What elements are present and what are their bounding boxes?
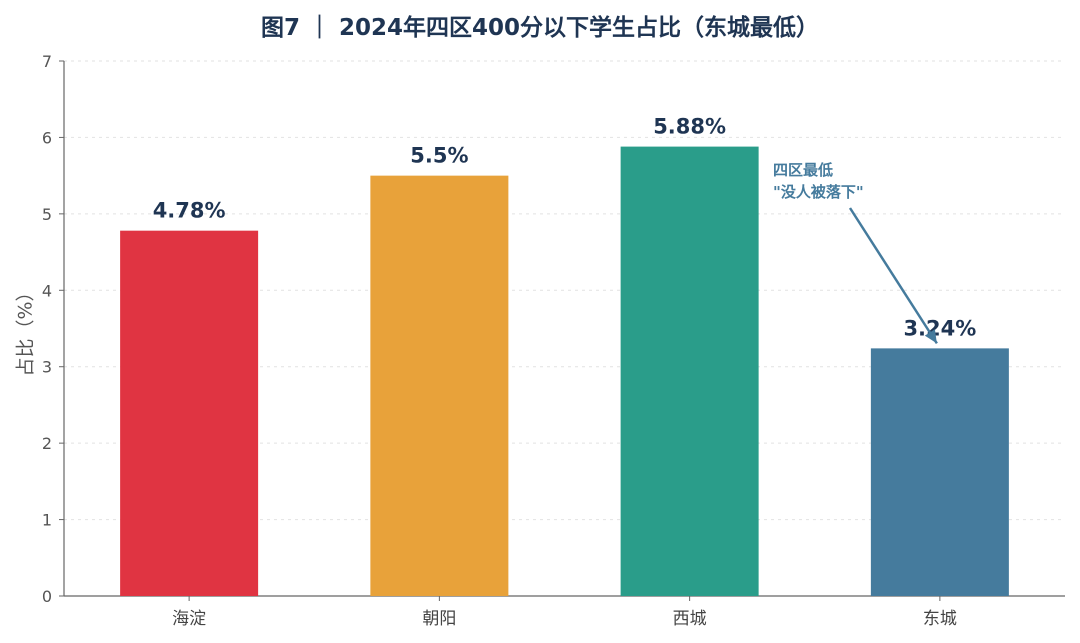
x-tick-label: 西城 — [673, 609, 707, 629]
data-label: 5.88% — [653, 115, 726, 139]
bar-2 — [370, 175, 509, 596]
annotation-arrowhead — [924, 329, 937, 344]
annotation-text: 四区最低 — [773, 161, 833, 179]
x-tick-label: 东城 — [923, 609, 957, 629]
y-tick-label: 6 — [42, 128, 52, 147]
x-tick-label: 朝阳 — [422, 609, 456, 629]
chart-title: 图7 ｜ 2024年四区400分以下学生占比（东城最低） — [260, 15, 820, 41]
data-label: 4.78% — [153, 199, 226, 223]
y-tick-label: 0 — [42, 587, 52, 606]
y-tick-label: 4 — [42, 281, 52, 300]
y-tick-label: 5 — [42, 205, 52, 224]
y-tick-label: 7 — [42, 52, 52, 71]
annotation-arrow — [848, 207, 938, 345]
data-label: 5.5% — [410, 144, 468, 168]
bar-3 — [620, 146, 759, 596]
data-label: 3.24% — [903, 316, 976, 340]
y-tick-label: 3 — [42, 358, 52, 377]
y-tick-label: 2 — [42, 434, 52, 453]
y-tick-label: 1 — [42, 511, 52, 530]
x-tick-label: 海淀 — [172, 609, 206, 629]
bar-1 — [120, 230, 259, 596]
bar-4 — [870, 348, 1009, 596]
annotation-text: "没人被落下" — [773, 183, 864, 201]
